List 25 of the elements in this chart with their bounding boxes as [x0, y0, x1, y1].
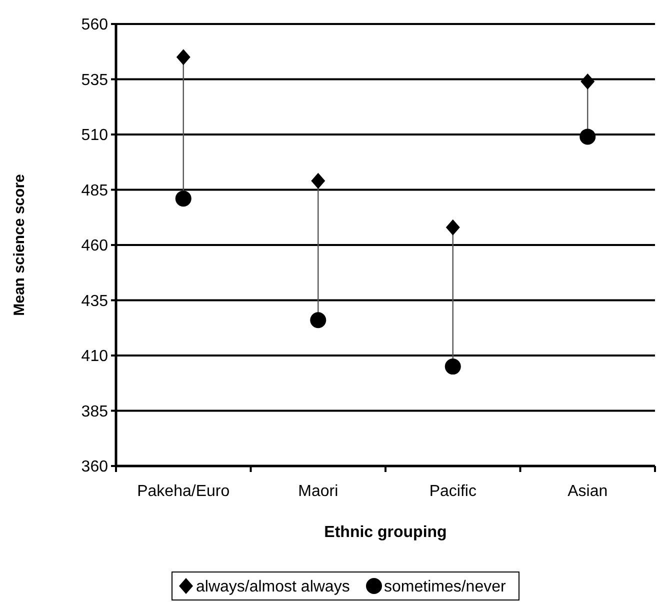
point: [176, 49, 190, 66]
point: [580, 73, 595, 90]
x-tick-label: Maori: [298, 483, 338, 500]
x-axis-title: Ethnic grouping: [324, 524, 447, 541]
point: [446, 219, 460, 236]
y-tick-label: 385: [81, 403, 108, 420]
y-tick-label: 360: [81, 458, 108, 476]
legend-label: always/almost always: [196, 578, 350, 596]
y-tick-label: 510: [81, 127, 108, 144]
x-tick-label: Pacific: [429, 483, 476, 500]
point: [444, 358, 461, 375]
point: [310, 312, 326, 328]
x-tick-label: Asian: [568, 483, 608, 500]
point: [311, 172, 326, 189]
legend-label: sometimes/never: [384, 578, 506, 596]
y-tick-label: 485: [81, 182, 108, 200]
y-tick-label: 460: [81, 238, 108, 255]
y-tick-label: 535: [81, 72, 108, 89]
x-tick-label: Pakeha/Euro: [137, 483, 230, 500]
y-tick-label: 435: [81, 292, 108, 310]
y-axis-title: Mean science score: [11, 174, 28, 316]
y-tick-label: 560: [81, 16, 108, 34]
y-tick-label: 410: [81, 348, 108, 366]
point: [580, 128, 596, 145]
point: [175, 190, 192, 207]
